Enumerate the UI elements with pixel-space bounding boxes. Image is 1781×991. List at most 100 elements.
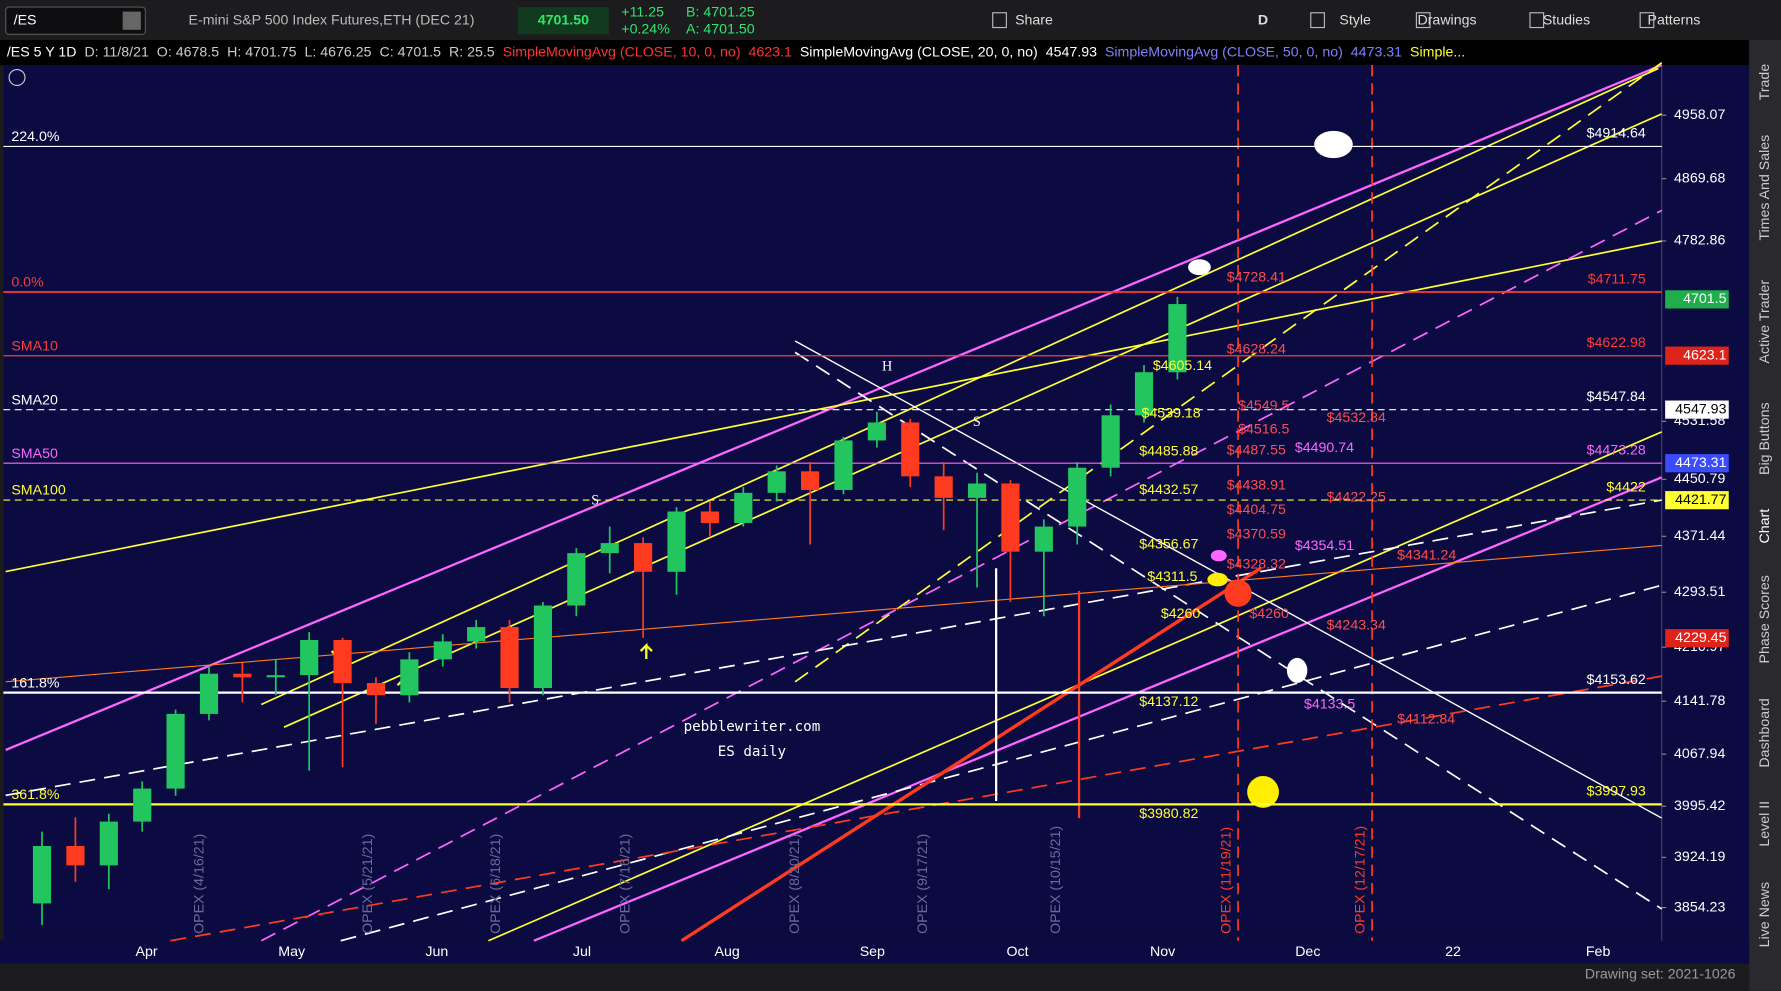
price-note: $4133.5: [1304, 697, 1355, 713]
candle-body: [266, 675, 285, 678]
candle-body: [99, 821, 118, 866]
toolbar-button[interactable]: Studies: [1543, 12, 1590, 28]
trend-line: [283, 113, 1663, 728]
study-text: 4623.1: [749, 44, 793, 60]
candle-body: [767, 471, 786, 493]
sidebar-tab[interactable]: Level II: [1757, 801, 1773, 847]
candle-body: [233, 673, 252, 678]
candle-body: [66, 845, 85, 866]
price-marker-label: 4421.77: [1675, 492, 1726, 508]
candle-body: [433, 641, 452, 660]
x-tick-label: Sep: [860, 944, 885, 960]
arrow-up: [639, 642, 653, 660]
marker: [1188, 259, 1211, 276]
candle-body: [1068, 467, 1087, 527]
x-tick-label: Oct: [1006, 944, 1028, 960]
opex-label: OPEX (9/17/21): [915, 834, 931, 934]
toolbar-icon[interactable]: [992, 12, 1007, 29]
symbol-dropdown[interactable]: [122, 11, 141, 30]
price-note: $4539.18: [1142, 405, 1201, 421]
scroll-bg: [0, 963, 1750, 991]
level-name: 0.0%: [11, 275, 44, 291]
opex-label: OPEX (4/16/21): [192, 834, 208, 934]
price-note: $4532.84: [1327, 410, 1386, 426]
price-marker-label: 4547.93: [1675, 401, 1726, 417]
x-tick-label: Jul: [573, 944, 591, 960]
ask: A: 4701.50: [686, 22, 755, 38]
study-text: C: 4701.5: [379, 44, 441, 60]
sidebar-tab[interactable]: Big Buttons: [1757, 402, 1773, 475]
date-axis-bg: [0, 940, 1750, 964]
price-note: $4404.75: [1227, 502, 1286, 518]
plot-bg: [3, 65, 1662, 941]
sidebar-tab[interactable]: Live News: [1757, 882, 1773, 947]
marker: [1210, 550, 1227, 562]
price-marker: [1665, 491, 1729, 510]
sidebar-tab[interactable]: Dashboard: [1757, 698, 1773, 767]
trend-line: [170, 675, 1662, 942]
study-text: Simple...: [1410, 44, 1465, 60]
study-bar-bg: [0, 40, 1750, 66]
price-marker: [1665, 290, 1729, 309]
study-text: SimpleMovingAvg (CLOSE, 50, 0, no): [1105, 44, 1343, 60]
candle-body: [934, 476, 953, 498]
sidebar-tab[interactable]: Active Trader: [1757, 280, 1773, 364]
study-text: 4547.93: [1046, 44, 1097, 60]
trend-line: [340, 584, 1662, 942]
price-note: $4260: [1249, 606, 1289, 622]
candle-body: [1034, 526, 1053, 552]
trend-line: [5, 63, 1663, 751]
drawings: [5, 62, 1663, 943]
level-price: $4153.62: [1587, 672, 1646, 688]
trend-line: [680, 566, 1262, 943]
trend-line: [794, 351, 1663, 910]
symbol[interactable]: /ES: [14, 12, 37, 28]
level-name: SMA10: [11, 338, 58, 354]
watermark: pebblewriter.com: [684, 719, 821, 735]
sidebar-bg: [1749, 40, 1781, 991]
sidebar-tab[interactable]: Trade: [1757, 64, 1773, 101]
level-price: $4914.64: [1587, 126, 1646, 142]
y-tick-label: 4067.94: [1674, 746, 1725, 762]
period[interactable]: D: [1258, 12, 1268, 28]
marker: [1314, 130, 1353, 159]
sidebar-tab[interactable]: Chart: [1757, 509, 1773, 544]
level-price: $3997.93: [1587, 784, 1646, 800]
level-name: SMA100: [11, 483, 66, 499]
candle-body: [867, 422, 886, 441]
toolbar-icon[interactable]: [1415, 12, 1431, 29]
candle-body: [901, 422, 920, 477]
alert-icon[interactable]: [8, 68, 26, 87]
price-note: $4485.88: [1139, 444, 1198, 460]
sidebar-tab[interactable]: Times And Sales: [1757, 135, 1773, 241]
study-text: 4473.31: [1351, 44, 1402, 60]
price-note: $4487.55: [1227, 442, 1286, 458]
toolbar-icon[interactable]: [1639, 12, 1655, 29]
candle-body: [366, 683, 386, 696]
price-note: $4438.91: [1227, 477, 1286, 493]
toolbar-button[interactable]: Patterns: [1648, 12, 1701, 28]
candle-body: [567, 553, 586, 606]
candle-body: [1134, 372, 1154, 416]
toolbar-icon[interactable]: [1529, 12, 1545, 29]
candle-body: [1101, 415, 1120, 468]
candle-body: [533, 605, 553, 689]
level-name: 224.0%: [11, 129, 60, 145]
toolbar-button[interactable]: Share: [1015, 12, 1053, 28]
description: E-mini S&P 500 Index Futures,ETH (DEC 21…: [189, 12, 475, 28]
price-marker-label: 4701.5: [1683, 291, 1727, 307]
price-marker: [1665, 400, 1729, 419]
candle-body: [634, 543, 653, 572]
price-marker: [1665, 629, 1729, 648]
sidebar-tab[interactable]: Phase Scores: [1757, 575, 1773, 663]
trend-line: [260, 67, 1659, 706]
candle-body: [500, 627, 519, 689]
trend-line: [794, 62, 1663, 683]
symbol-input[interactable]: [5, 6, 146, 35]
opex-label: OPEX (5/21/21): [360, 834, 376, 934]
toolbar-button[interactable]: Drawings: [1417, 12, 1476, 28]
toolbar-button[interactable]: Style: [1339, 12, 1371, 28]
candle-body: [32, 845, 52, 904]
change: +11.25: [621, 5, 664, 21]
toolbar-icon[interactable]: [1310, 12, 1325, 29]
